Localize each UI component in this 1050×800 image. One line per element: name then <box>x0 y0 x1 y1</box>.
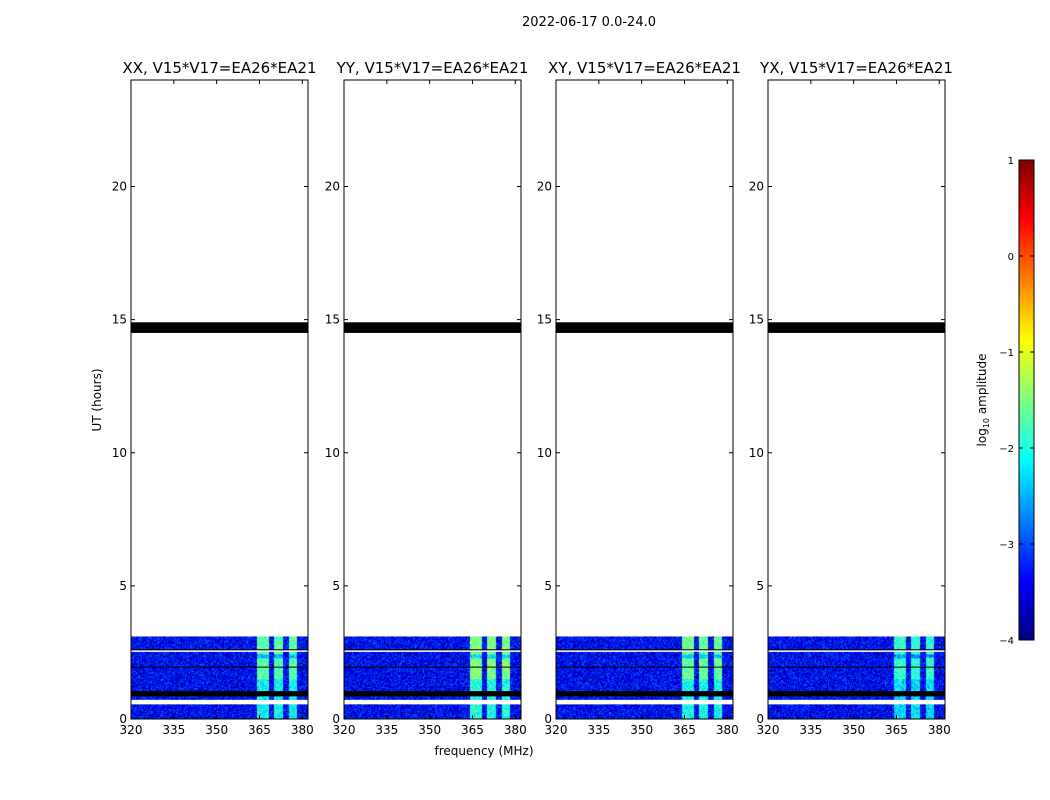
x-tick-label: 365 <box>461 723 484 737</box>
colorbar-label-suffix: amplitude <box>975 354 989 418</box>
x-tick-label: 380 <box>504 723 527 737</box>
x-tick-label: 350 <box>842 723 865 737</box>
figure-suptitle: 2022-06-17 0.0-24.0 <box>522 15 656 30</box>
plot-frame <box>767 79 946 720</box>
white-gap <box>768 650 945 652</box>
panel-4: YX, V15*V17=EA26*EA21 320 335 350 365 380 0 5 10… <box>749 59 953 737</box>
y-tick-label: 20 <box>749 180 764 194</box>
x-tick-label: 320 <box>120 723 143 737</box>
x-tick-label: 320 <box>757 723 780 737</box>
x-tick-label: 380 <box>928 723 951 737</box>
y-tick-label: 20 <box>325 180 340 194</box>
y-tick-label: 5 <box>332 579 340 593</box>
heatmap-image <box>131 636 308 719</box>
black-band <box>344 322 521 333</box>
white-gap <box>131 650 308 652</box>
colorbar-tick-label: −4 <box>999 636 1014 647</box>
y-tick-label: 5 <box>544 579 552 593</box>
y-tick-label: 5 <box>119 579 127 593</box>
white-gap <box>131 699 308 705</box>
y-tick-label: 10 <box>325 446 340 460</box>
x-tick-label: 335 <box>799 723 822 737</box>
x-tick-label: 350 <box>205 723 228 737</box>
y-tick-label: 15 <box>112 313 127 327</box>
plot-frame <box>343 79 522 720</box>
y-tick-label: 0 <box>332 712 340 726</box>
black-band <box>131 691 308 697</box>
y-tick-label: 0 <box>756 712 764 726</box>
y-tick-label: 0 <box>119 712 127 726</box>
x-tick-label: 365 <box>248 723 271 737</box>
black-band <box>344 691 521 697</box>
heatmap-image <box>344 636 521 719</box>
plot-frame <box>555 79 734 720</box>
y-tick-label: 10 <box>112 446 127 460</box>
x-axis-label: frequency (MHz) <box>434 744 533 758</box>
colorbar-tick-label: 1 <box>1008 156 1014 167</box>
panel-title: XX, V15*V17=EA26*EA21 <box>122 59 316 77</box>
heatmap-image <box>556 636 733 719</box>
y-axis-label: UT (hours) <box>90 368 104 431</box>
plot-frame <box>130 79 309 720</box>
white-gap <box>344 699 521 705</box>
x-tick-label: 335 <box>162 723 185 737</box>
x-tick-label: 335 <box>375 723 398 737</box>
y-tick-label: 20 <box>537 180 552 194</box>
panel-3: XY, V15*V17=EA26*EA21 320 335 350 365 380 0 5 10… <box>537 59 741 737</box>
colorbar-tick-label: 0 <box>1008 252 1014 263</box>
colorbar-label-subscript: 10 <box>982 418 991 428</box>
black-band <box>556 691 733 697</box>
x-tick-label: 335 <box>587 723 610 737</box>
x-tick-label: 320 <box>333 723 356 737</box>
x-tick-label: 350 <box>418 723 441 737</box>
colorbar-label: log10 amplitude <box>975 354 991 447</box>
white-gap <box>556 650 733 652</box>
y-tick-label: 20 <box>112 180 127 194</box>
colorbar-tick-label: −3 <box>999 540 1014 551</box>
x-tick-label: 365 <box>885 723 908 737</box>
x-tick-label: 350 <box>630 723 653 737</box>
x-tick-label: 365 <box>673 723 696 737</box>
y-tick-label: 5 <box>756 579 764 593</box>
panel-title: YX, V15*V17=EA26*EA21 <box>759 59 953 77</box>
y-tick-label: 15 <box>537 313 552 327</box>
black-band <box>768 322 945 333</box>
colorbar: 10−1−2−3−4 log10 amplitude <box>975 156 1035 647</box>
y-tick-label: 15 <box>325 313 340 327</box>
black-band <box>768 691 945 697</box>
x-tick-label: 380 <box>291 723 314 737</box>
colorbar-tick-label: −2 <box>999 444 1014 455</box>
y-tick-label: 15 <box>749 313 764 327</box>
panels: XX, V15*V17=EA26*EA21 320 335 350 365 380 0 5 10… <box>112 59 953 737</box>
x-tick-label: 380 <box>716 723 739 737</box>
panel-title: YY, V15*V17=EA26*EA21 <box>336 59 529 77</box>
y-tick-label: 10 <box>749 446 764 460</box>
panel-1: XX, V15*V17=EA26*EA21 320 335 350 365 380 0 5 10… <box>112 59 317 737</box>
colorbar-tick-label: −1 <box>999 348 1014 359</box>
colorbar-gradient <box>1018 159 1035 641</box>
white-gap <box>768 699 945 705</box>
panel-2: YY, V15*V17=EA26*EA21 320 335 350 365 380 0 5 10… <box>325 59 529 737</box>
black-band <box>556 322 733 333</box>
x-tick-label: 320 <box>545 723 568 737</box>
panel-title: XY, V15*V17=EA26*EA21 <box>548 59 741 77</box>
colorbar-ticks: 1 0 −1 −2 −3 −4 <box>999 156 1034 647</box>
colorbar-label-prefix: log <box>975 428 989 446</box>
black-band <box>131 322 308 333</box>
heatmap-image <box>768 636 945 719</box>
y-tick-label: 0 <box>544 712 552 726</box>
white-gap <box>556 699 733 705</box>
y-tick-label: 10 <box>537 446 552 460</box>
white-gap <box>344 650 521 652</box>
